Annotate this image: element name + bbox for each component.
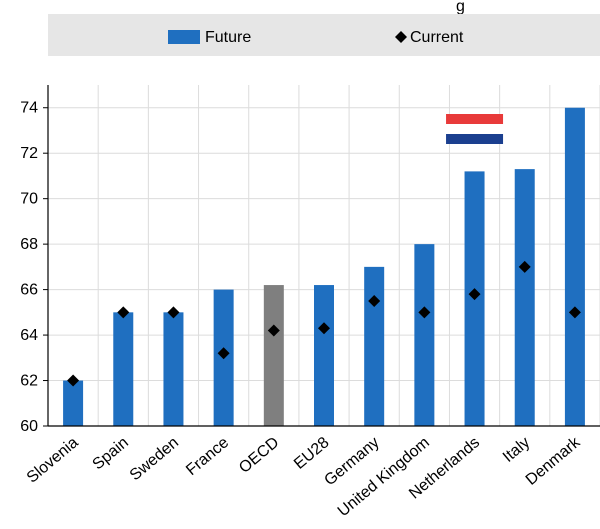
y-tick-label: 62 [20,373,38,390]
legend-current-marker [395,31,407,43]
marker-current [67,374,80,387]
y-tick-label: 60 [20,418,38,435]
x-tick-label: Spain [90,434,132,473]
bar-future [414,244,435,426]
x-tick-label: EU28 [291,434,333,473]
y-tick-label: 70 [20,191,38,208]
y-tick-label: 72 [20,145,38,162]
bar-future [364,266,385,426]
x-tick-label: Slovenia [24,434,82,487]
x-tick-label: OECD [236,434,282,477]
y-axis-ticks: 60 62 64 66 68 70 72 74 [20,100,48,435]
bar-future [163,312,184,426]
marker-current [518,260,531,273]
header-fragment: g [456,0,465,15]
bar-future [63,380,84,426]
netherlands-flag-icon [446,114,504,144]
marker-current [368,294,381,307]
marker-current [418,306,431,319]
bar-future [564,107,585,426]
y-tick-label: 64 [20,327,38,344]
bar-future [263,285,284,426]
flag-stripe [446,124,504,134]
x-tick-label: United Kingdom [335,434,433,520]
legend-future-swatch [168,30,200,44]
marker-current [267,324,280,337]
marker-current [318,322,330,335]
x-tick-label: Denmark [523,433,584,488]
marker-current [468,288,481,301]
x-tick-label: France [183,434,232,479]
flag-stripe [446,134,504,144]
y-tick-label: 68 [20,236,38,253]
x-tick-label: Italy [500,434,533,466]
marker-current [568,306,581,319]
gridlines [48,85,600,426]
x-tick-label: Sweden [127,434,182,484]
y-tick-label: 74 [20,100,38,117]
marker-current [217,347,230,360]
y-tick-label: 66 [20,282,38,299]
current-markers [67,260,581,387]
legend-future-label: Future [205,29,251,46]
bars [63,107,585,426]
legend-current-label: Current [410,29,464,46]
bar-future [314,285,334,426]
legend-background [48,14,600,56]
bar-future [113,312,134,426]
marker-current [167,306,180,319]
flag-stripe [446,114,504,124]
bar-future [514,169,535,426]
marker-current [117,306,130,319]
